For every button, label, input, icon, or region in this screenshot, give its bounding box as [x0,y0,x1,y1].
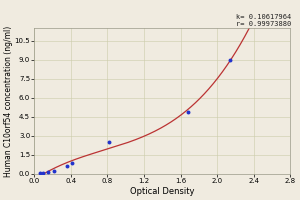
Point [41,171,46,174]
Point [65,164,70,167]
Point [46,171,50,174]
Point [185,111,190,114]
Text: k= 0.10617964
r= 0.99973880: k= 0.10617964 r= 0.99973880 [236,14,291,27]
X-axis label: Optical Density: Optical Density [130,187,195,196]
Point [37,171,42,174]
Point [69,162,74,165]
Point [51,170,56,173]
Y-axis label: Human C10orf54 concentration (ng/ml): Human C10orf54 concentration (ng/ml) [4,25,13,177]
Point [107,141,112,144]
Point [227,58,232,61]
